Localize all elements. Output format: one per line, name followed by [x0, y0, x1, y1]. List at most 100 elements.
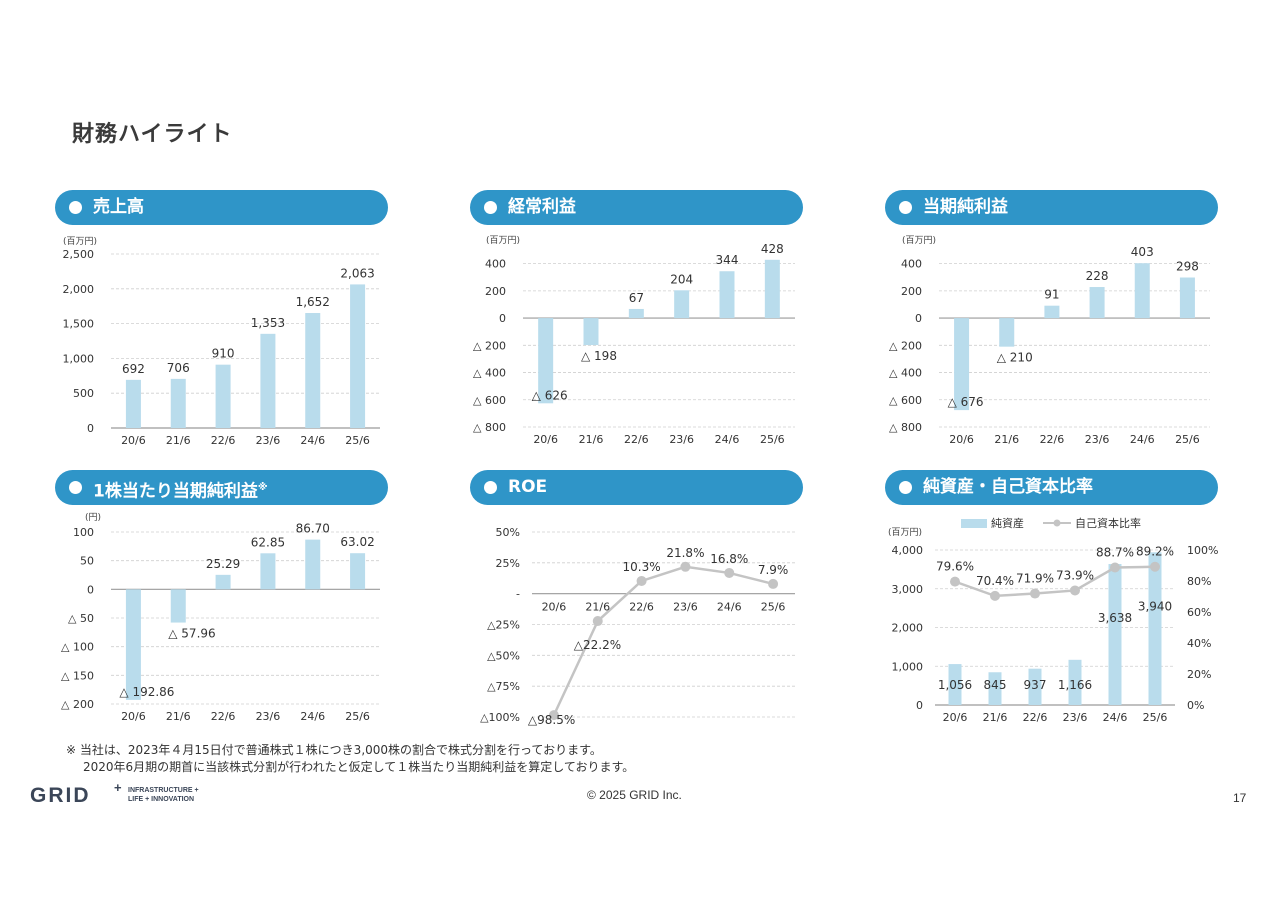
- bar: [215, 574, 231, 590]
- legend-swatch-marker: [1053, 519, 1061, 527]
- x-tick-label: 23/6: [1085, 433, 1110, 446]
- bar: [170, 378, 186, 428]
- chart-eps: (円) 100 50 0 △ 50 △ 100 △ 150 △ 200 △ 192.86 20/6…: [61, 512, 380, 723]
- x-tick-label: 20/6: [121, 434, 146, 447]
- data-label: 73.9%: [1056, 568, 1094, 582]
- x-tick-label: 20/6: [542, 601, 567, 614]
- y-tick-label: △75%: [487, 680, 520, 693]
- bar: [628, 308, 644, 319]
- logo-tagline-2: LIFE + INNOVATION: [128, 796, 195, 803]
- bar: [764, 259, 780, 319]
- data-label: △22.2%: [574, 638, 621, 652]
- y-tick-label: △50%: [487, 649, 520, 662]
- x-tick-label: 23/6: [1063, 711, 1088, 724]
- panel-ordinary-profit: 経常利益 (百万円) 400 200 0 △ 200 △ 400 △ 600 △ 800 △ 6…: [470, 190, 803, 450]
- data-label: 16.8%: [710, 552, 748, 566]
- data-label: △ 57.96: [168, 627, 215, 641]
- roe-line: [552, 565, 774, 716]
- data-label: 1,166: [1058, 678, 1092, 692]
- y-tick-label: 400: [901, 258, 922, 271]
- data-label: 79.6%: [936, 560, 974, 574]
- panel-title-net: 当期純利益: [923, 197, 1008, 217]
- data-label: 937: [1024, 678, 1047, 692]
- chart-roe: 50% 25% - △25% △50% △75% △100% △98.5% 20/6 △22.2%…: [480, 526, 795, 727]
- logo-plus: +: [114, 780, 122, 795]
- x-tick-label: 25/6: [1175, 433, 1200, 446]
- y-tick-label: △ 50: [68, 612, 94, 625]
- bar: [583, 318, 599, 346]
- data-label: 71.9%: [1016, 572, 1054, 586]
- data-label: △ 626: [532, 388, 568, 402]
- y2-tick-label: 80%: [1187, 575, 1211, 588]
- x-tick-label: 25/6: [345, 434, 370, 447]
- x-tick-label: 21/6: [994, 433, 1019, 446]
- data-label: 845: [984, 678, 1007, 692]
- axis-unit-label: (百万円): [63, 236, 97, 247]
- bar: [305, 539, 321, 590]
- data-label: 1,056: [938, 678, 972, 692]
- bar: [305, 313, 321, 428]
- data-label: △ 210: [997, 351, 1033, 365]
- data-label: 63.02: [340, 535, 374, 549]
- x-tick-label: 22/6: [1040, 433, 1065, 446]
- y-tick-label: △ 800: [889, 421, 922, 434]
- page-title: 財務ハイライト: [72, 122, 233, 147]
- data-label: 91: [1044, 288, 1059, 302]
- chart-sales: (百万円) 0 500 1,000 1,500 2,000 2,500 692 20/6 706 2…: [63, 236, 380, 447]
- bullet-icon: [484, 481, 497, 494]
- data-label: △ 198: [581, 349, 617, 363]
- data-label: 428: [761, 242, 784, 256]
- bar: [350, 553, 366, 590]
- panel-header-eps: 1株当たり当期純利益※: [55, 470, 388, 505]
- panel-header-equity: 純資産・自己資本比率: [885, 470, 1218, 505]
- panel-title-sales: 売上高: [93, 197, 144, 217]
- data-label: 1,353: [251, 316, 285, 330]
- y-tick-label: 100: [73, 526, 94, 539]
- y-tick-label: △100%: [480, 711, 520, 724]
- axis-unit-label: (円): [85, 512, 101, 523]
- x-tick-label: 20/6: [949, 433, 974, 446]
- y-tick-label: 1,000: [63, 352, 95, 365]
- y-tick-label: -: [516, 588, 520, 601]
- panel-title-ordinary: 経常利益: [508, 197, 576, 217]
- legend-label: 自己資本比率: [1075, 516, 1141, 530]
- y-tick-label: 2,500: [63, 248, 95, 261]
- y-tick-label: 1,000: [892, 660, 924, 673]
- data-label: 910: [212, 347, 235, 361]
- axis-unit-label: (百万円): [902, 235, 936, 246]
- y-tick-label: 0: [87, 583, 94, 596]
- panel-title-equity: 純資産・自己資本比率: [923, 477, 1093, 497]
- data-label: 89.2%: [1136, 545, 1174, 559]
- axis-unit-label: (百万円): [888, 527, 922, 538]
- chart-net-income: (百万円) 400 200 0 △ 200 △ 400 △ 600 △ 800 △ 676 20/…: [889, 235, 1210, 446]
- x-tick-label: 25/6: [345, 710, 370, 723]
- data-label: 344: [716, 253, 739, 267]
- data-label: 1,652: [296, 295, 330, 309]
- data-label: △ 676: [948, 395, 984, 409]
- y2-tick-label: 60%: [1187, 606, 1211, 619]
- bullet-icon: [899, 481, 912, 494]
- x-tick-label: 20/6: [943, 711, 968, 724]
- x-tick-label: 22/6: [624, 433, 649, 446]
- data-label: 298: [1176, 260, 1199, 274]
- bar: [999, 318, 1015, 347]
- y-tick-label: △ 600: [889, 394, 922, 407]
- bar: [125, 589, 141, 700]
- x-tick-label: 24/6: [717, 601, 742, 614]
- data-label: 62.85: [251, 535, 285, 549]
- y-tick-label: △25%: [487, 619, 520, 632]
- chart-ordinary-profit: (百万円) 400 200 0 △ 200 △ 400 △ 600 △ 800 △ 626 20/…: [473, 235, 795, 446]
- x-tick-label: 21/6: [983, 711, 1008, 724]
- data-label: 88.7%: [1096, 546, 1134, 560]
- x-tick-label: 22/6: [211, 434, 236, 447]
- y-tick-label: 1,500: [63, 318, 95, 331]
- x-tick-label: 21/6: [166, 434, 191, 447]
- panel-title-eps-text: 1株当たり当期純利益: [93, 481, 258, 502]
- x-tick-label: 24/6: [1103, 711, 1128, 724]
- data-label: △ 192.86: [119, 685, 174, 699]
- panel-eps: 1株当たり当期純利益※ (円) 100 50 0 △ 50 △ 100 △ 150 △ 200…: [55, 470, 388, 730]
- axis-unit-label: (百万円): [486, 235, 520, 246]
- x-tick-label: 24/6: [1130, 433, 1155, 446]
- equity-ratio-point: [1030, 588, 1040, 599]
- data-label: 3,940: [1138, 599, 1172, 613]
